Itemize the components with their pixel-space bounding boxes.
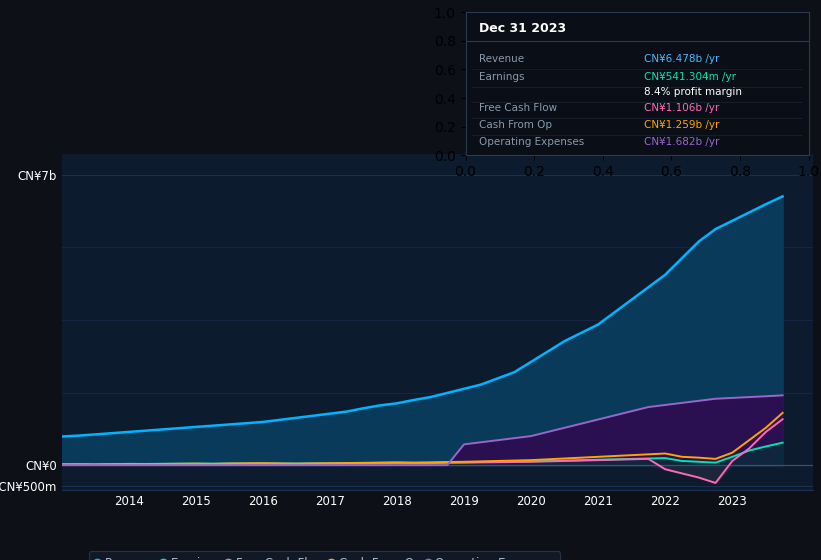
Text: Operating Expenses: Operating Expenses	[479, 137, 585, 147]
Text: CN¥1.259b /yr: CN¥1.259b /yr	[644, 120, 719, 130]
Text: CN¥6.478b /yr: CN¥6.478b /yr	[644, 54, 719, 64]
Text: Dec 31 2023: Dec 31 2023	[479, 22, 566, 35]
Text: Revenue: Revenue	[479, 54, 525, 64]
Text: Cash From Op: Cash From Op	[479, 120, 553, 130]
Text: CN¥1.106b /yr: CN¥1.106b /yr	[644, 103, 719, 113]
Text: Earnings: Earnings	[479, 72, 525, 82]
Text: Free Cash Flow: Free Cash Flow	[479, 103, 557, 113]
Text: CN¥1.682b /yr: CN¥1.682b /yr	[644, 137, 719, 147]
Text: 8.4% profit margin: 8.4% profit margin	[644, 87, 742, 97]
Legend: Revenue, Earnings, Free Cash Flow, Cash From Op, Operating Expenses: Revenue, Earnings, Free Cash Flow, Cash …	[89, 552, 561, 560]
Text: CN¥541.304m /yr: CN¥541.304m /yr	[644, 72, 736, 82]
